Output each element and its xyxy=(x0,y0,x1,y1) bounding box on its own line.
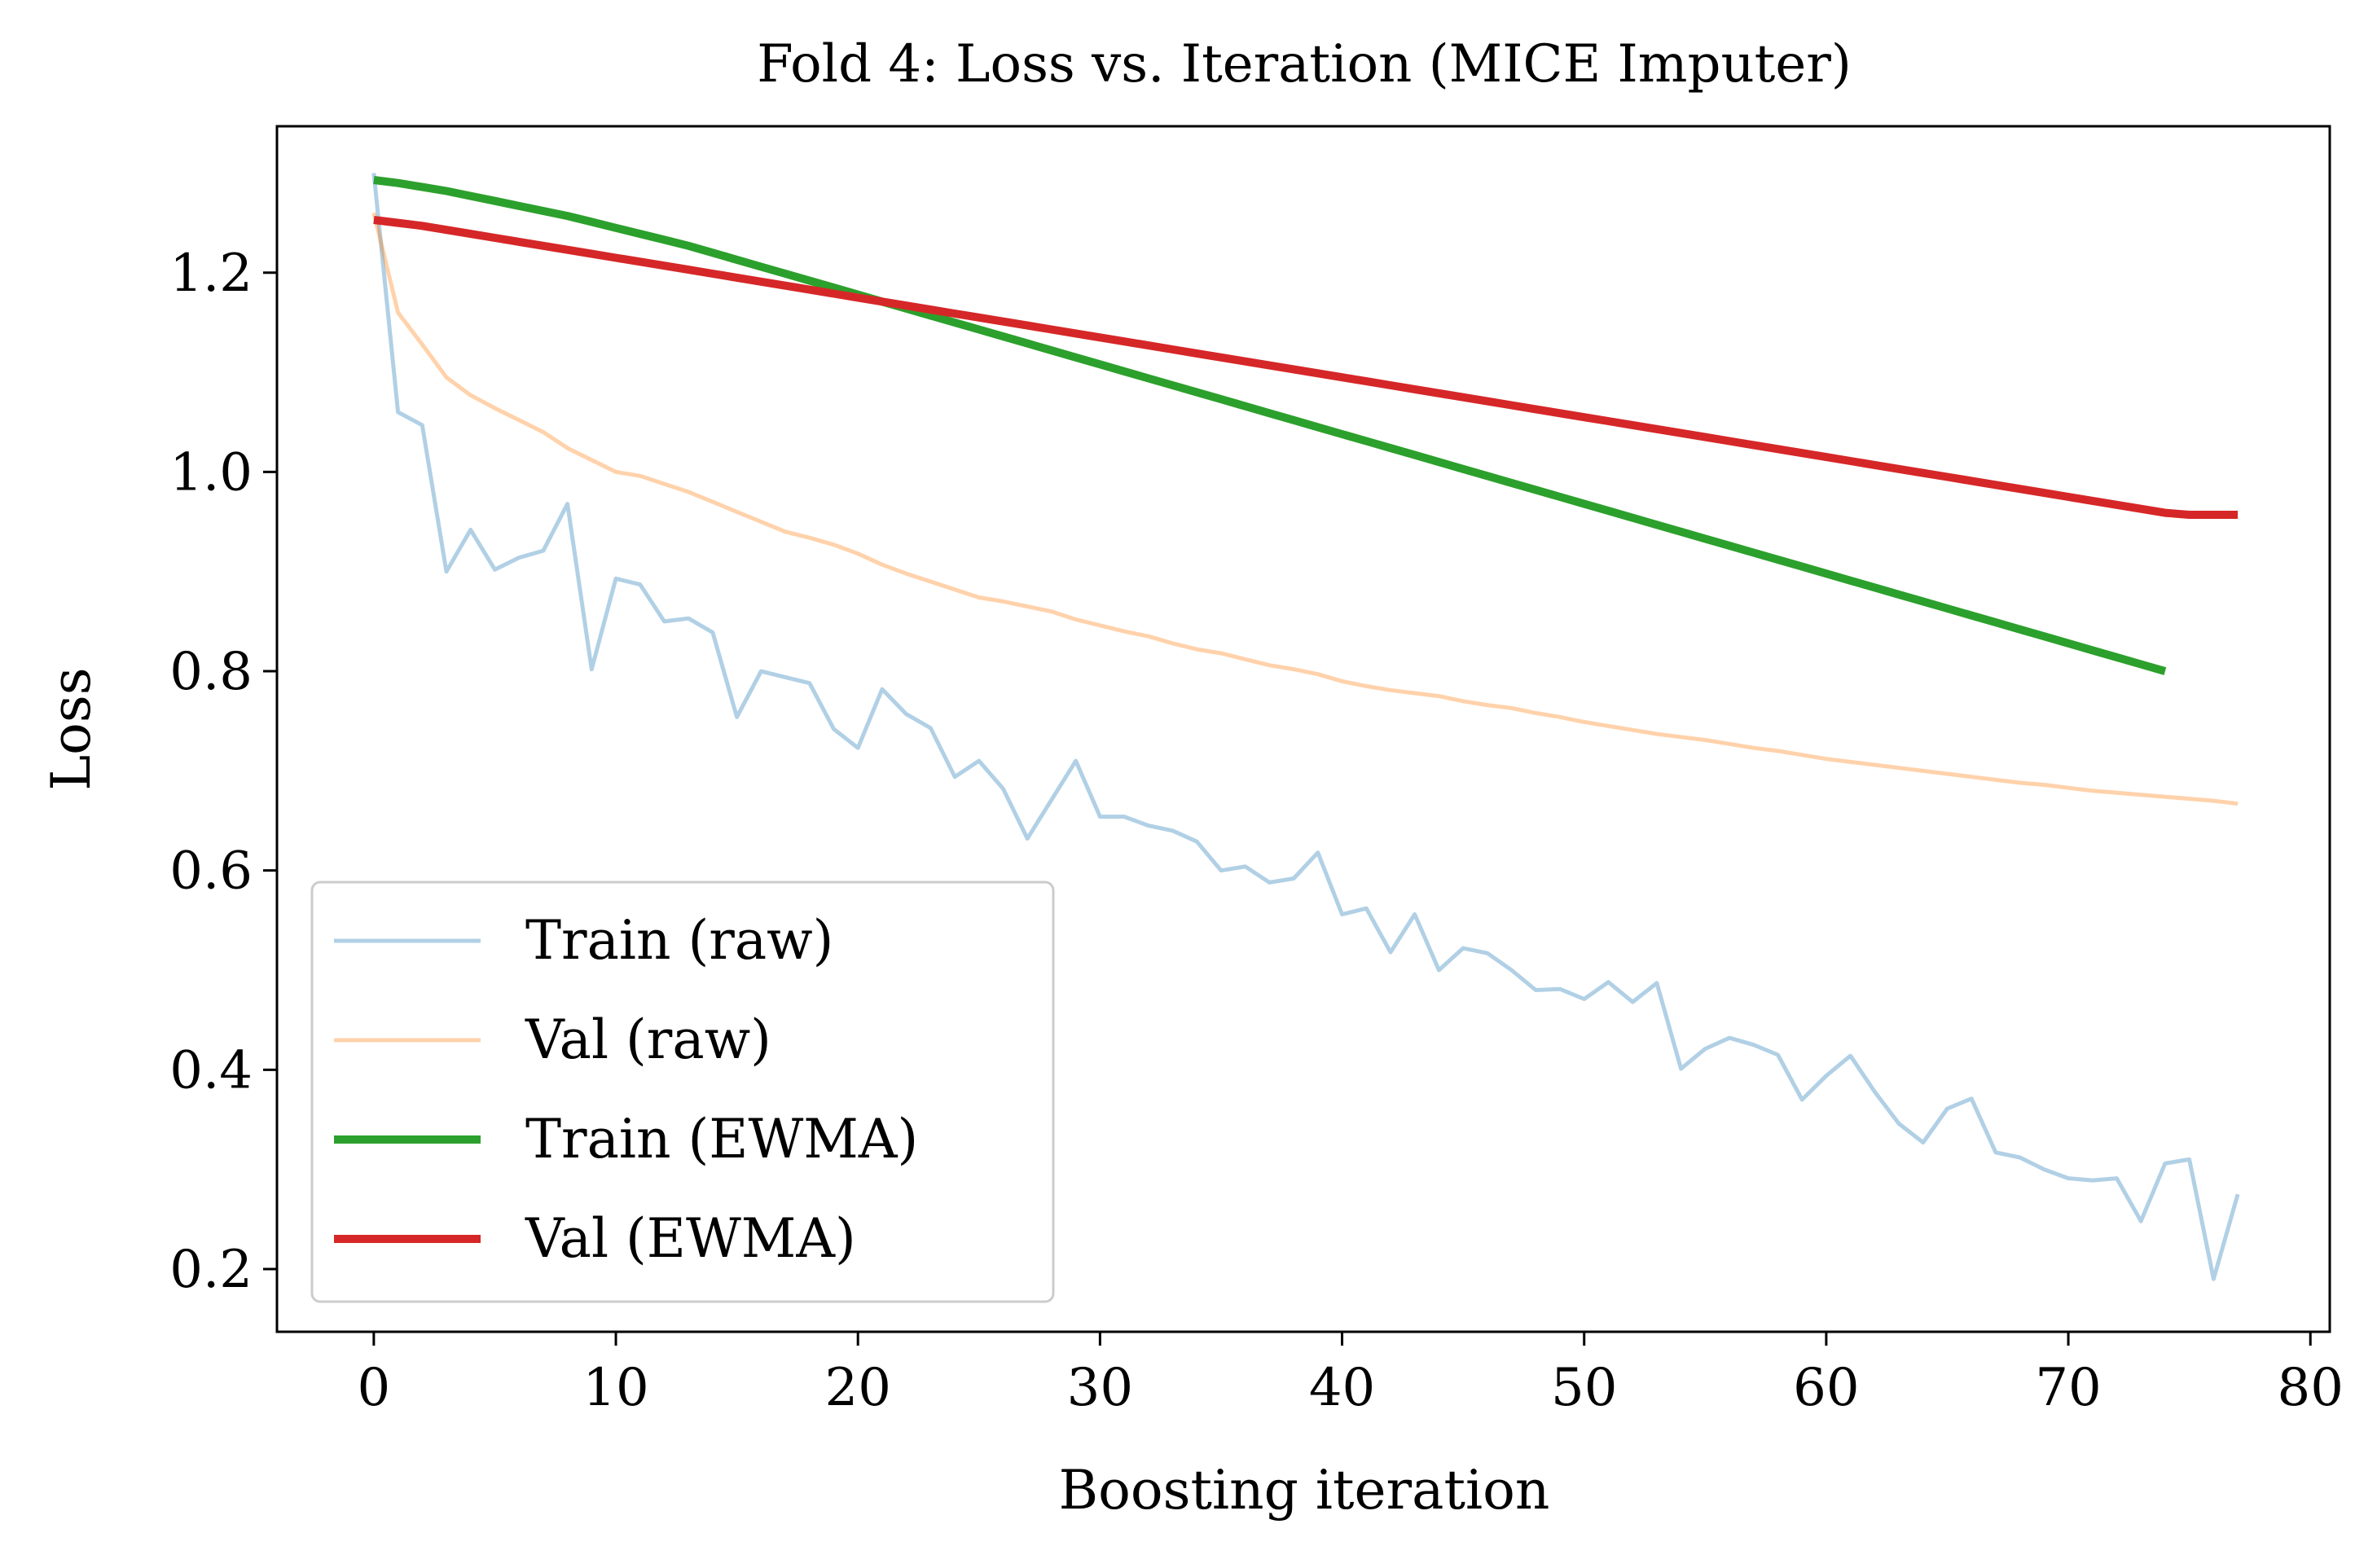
series-line-train-raw xyxy=(371,173,2240,1281)
chart-title: Fold 4: Loss vs. Iteration (MICE Imputer… xyxy=(757,34,1852,94)
x-tick-label: 30 xyxy=(1067,1358,1133,1418)
series-line-val-raw xyxy=(371,212,2239,806)
legend: Train (raw) Val (raw) Train (EWMA) Val (EWM… xyxy=(310,881,1055,1303)
legend-label: Val (EWMA) xyxy=(525,1207,856,1270)
legend-entry-train-raw: Train (raw) xyxy=(334,909,833,972)
y-tick-label: 0.4 xyxy=(169,1040,253,1100)
x-axis-ticks: 0 10 20 30 40 50 60 70 80 xyxy=(358,1332,2344,1418)
legend-entry-val-ewma: Val (EWMA) xyxy=(334,1207,856,1270)
x-tick-label: 40 xyxy=(1309,1358,1375,1418)
y-tick-label: 0.6 xyxy=(169,841,253,902)
legend-label: Val (raw) xyxy=(525,1008,771,1071)
legend-label: Train (raw) xyxy=(525,909,833,972)
x-tick-label: 80 xyxy=(2278,1358,2344,1418)
x-tick-label: 10 xyxy=(582,1358,648,1418)
legend-entry-train-ewma: Train (EWMA) xyxy=(334,1108,918,1171)
legend-label: Train (EWMA) xyxy=(525,1108,918,1171)
x-tick-label: 60 xyxy=(1793,1358,1859,1418)
series-layer xyxy=(371,173,2240,1281)
x-tick-label: 0 xyxy=(358,1358,391,1418)
x-tick-label: 70 xyxy=(2035,1358,2101,1418)
y-axis-label: Loss xyxy=(40,667,103,790)
y-tick-label: 1.2 xyxy=(169,244,253,304)
series-line-val-ewma xyxy=(373,216,2239,519)
x-tick-label: 50 xyxy=(1551,1358,1617,1418)
y-axis-ticks: 0.2 0.4 0.6 0.8 1.0 1.2 xyxy=(169,244,277,1300)
y-tick-label: 1.0 xyxy=(169,442,253,503)
x-axis-label: Boosting iteration xyxy=(1059,1459,1550,1522)
x-tick-label: 20 xyxy=(824,1358,890,1418)
y-tick-label: 0.8 xyxy=(169,642,253,702)
legend-box xyxy=(310,881,1055,1303)
y-tick-label: 0.2 xyxy=(169,1240,253,1300)
plot-frame xyxy=(275,125,2331,1333)
series-line-train-ewma xyxy=(373,176,2167,675)
legend-entry-val-raw: Val (raw) xyxy=(334,1008,771,1071)
